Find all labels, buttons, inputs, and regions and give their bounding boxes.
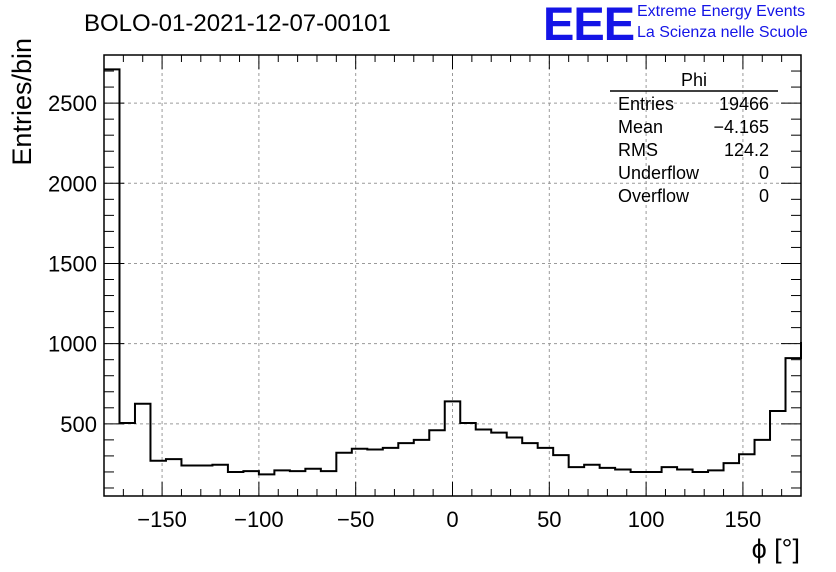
logo-line-2: La Scienza nelle Scuole	[637, 24, 808, 41]
histogram-bin	[383, 448, 398, 496]
y-tick-label: 2000	[48, 171, 97, 196]
eee-logo-mark: EEE	[543, 0, 635, 50]
histogram-bin	[476, 429, 491, 496]
x-tick-label: 100	[628, 507, 665, 532]
stats-title: Phi	[681, 70, 707, 90]
x-tick-label: −100	[234, 507, 284, 532]
histogram-bin	[228, 472, 243, 496]
x-tick-label: 50	[537, 507, 561, 532]
histogram-bin	[786, 358, 801, 496]
histogram-bin	[197, 466, 212, 496]
histogram-bin	[755, 440, 770, 496]
histogram-bin	[491, 433, 506, 496]
histogram-bin	[507, 437, 522, 496]
histogram-bin	[181, 466, 196, 496]
stats-row-value: 0	[759, 186, 769, 206]
stats-box: Phi Entries 19466 Mean −4.165 RMS 124.2 Underfl…	[610, 70, 778, 206]
x-tick-label: −50	[337, 507, 374, 532]
x-tick-label: 150	[725, 507, 762, 532]
histogram-series	[104, 68, 802, 476]
stats-row-label: Mean	[618, 117, 663, 137]
histogram-bin	[724, 463, 739, 496]
histogram-bin	[104, 69, 119, 496]
histogram-bin	[739, 454, 754, 496]
histogram-bin	[305, 469, 320, 496]
histogram-bin	[243, 471, 258, 496]
histogram-bin	[569, 467, 584, 496]
histogram-bin	[119, 423, 134, 496]
histogram-bin	[414, 440, 429, 496]
histogram-bin	[708, 470, 723, 496]
y-tick-label: 500	[60, 412, 97, 437]
logo-line-1: Extreme Energy Events	[637, 3, 806, 20]
histogram-bin	[631, 472, 646, 496]
histogram-bin	[460, 423, 475, 496]
stats-row-value: 19466	[719, 94, 769, 114]
y-axis-title: Entries/bin	[7, 38, 37, 166]
stats-row-label: Underflow	[618, 163, 700, 183]
histogram-bin	[336, 453, 351, 496]
histogram-bin	[166, 459, 181, 496]
histogram-bin	[615, 470, 630, 496]
stats-row-label: RMS	[618, 140, 658, 160]
histogram-bin	[135, 404, 150, 496]
histogram-bin	[274, 470, 289, 496]
histogram-bin	[352, 449, 367, 496]
histogram-bin	[398, 443, 413, 496]
y-tick-label: 2500	[48, 91, 97, 116]
histogram-bin	[259, 474, 274, 496]
histogram-bin	[522, 443, 537, 496]
histogram-bin	[445, 401, 460, 496]
histogram-bin	[553, 455, 568, 496]
stats-row-value: 0	[759, 163, 769, 183]
x-axis-title: ϕ [°]	[752, 534, 800, 564]
stats-row-label: Overflow	[618, 186, 690, 206]
chart-title: BOLO-01-2021-12-07-00101	[84, 10, 391, 37]
y-tick-label: 1500	[48, 251, 97, 276]
histogram-bin	[662, 467, 677, 496]
histogram-bin	[150, 461, 165, 496]
histogram-bin	[429, 430, 444, 496]
x-tick-label: −150	[137, 507, 187, 532]
stats-row-value: 124.2	[724, 140, 769, 160]
histogram-bin	[321, 471, 336, 496]
stats-row-value: −4.165	[713, 117, 769, 137]
y-tick-label: 1000	[48, 332, 97, 357]
x-tick-label: 0	[446, 507, 458, 532]
histogram-bin	[538, 448, 553, 496]
histogram-bin	[693, 472, 708, 496]
stats-row-label: Entries	[618, 94, 674, 114]
histogram-bin	[646, 472, 661, 496]
histogram-bin	[584, 465, 599, 496]
